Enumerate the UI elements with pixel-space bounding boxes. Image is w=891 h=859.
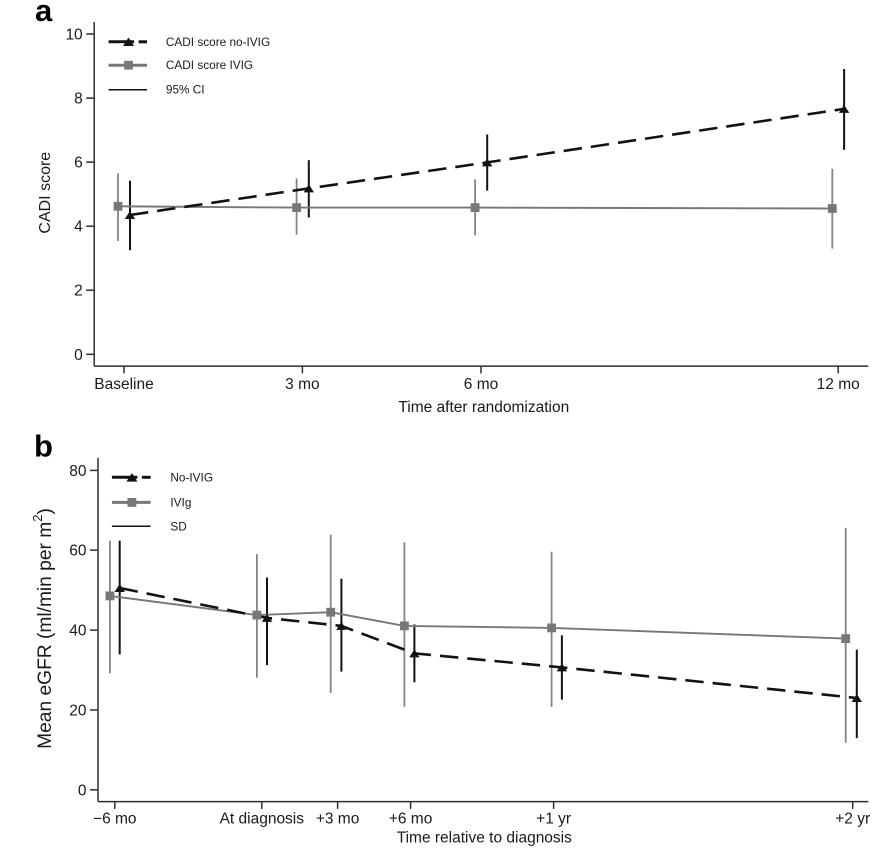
svg-text:Baseline: Baseline (94, 376, 153, 393)
svg-text:+1 yr: +1 yr (536, 811, 571, 828)
svg-text:IVIg: IVIg (170, 495, 191, 509)
svg-text:+6 mo: +6 mo (389, 811, 433, 828)
svg-text:40: 40 (69, 623, 87, 640)
svg-text:2: 2 (74, 283, 83, 300)
svg-text:0: 0 (78, 782, 87, 799)
svg-text:3 mo: 3 mo (285, 376, 319, 393)
svg-text:60: 60 (69, 543, 87, 560)
svg-text:+2 yr: +2 yr (835, 811, 870, 828)
svg-text:CADI score: CADI score (37, 152, 54, 234)
svg-text:Mean eGFR (ml/min per m2): Mean eGFR (ml/min per m2) (30, 508, 56, 749)
svg-text:SD: SD (170, 519, 186, 533)
svg-text:a: a (35, 0, 53, 28)
svg-text:CADI score no-IVIG: CADI score no-IVIG (166, 35, 270, 49)
svg-text:12 mo: 12 mo (817, 376, 860, 393)
svg-text:80: 80 (69, 463, 87, 480)
svg-text:At diagnosis: At diagnosis (220, 811, 305, 828)
svg-text:0: 0 (74, 347, 83, 364)
svg-text:−6 mo: −6 mo (93, 811, 137, 828)
svg-text:+3 mo: +3 mo (316, 811, 360, 828)
svg-text:No-IVIG: No-IVIG (170, 470, 213, 484)
svg-text:b: b (34, 429, 53, 464)
svg-text:20: 20 (69, 703, 87, 720)
svg-text:CADI score IVIG: CADI score IVIG (166, 58, 253, 72)
svg-text:6 mo: 6 mo (464, 376, 498, 393)
svg-text:Time after randomization: Time after randomization (398, 399, 569, 416)
svg-text:95% CI: 95% CI (166, 83, 205, 97)
svg-text:8: 8 (74, 91, 83, 108)
svg-text:Time relative to diagnosis: Time relative to diagnosis (397, 829, 572, 846)
svg-text:6: 6 (74, 155, 83, 172)
svg-text:4: 4 (74, 219, 83, 236)
svg-text:10: 10 (65, 27, 83, 44)
